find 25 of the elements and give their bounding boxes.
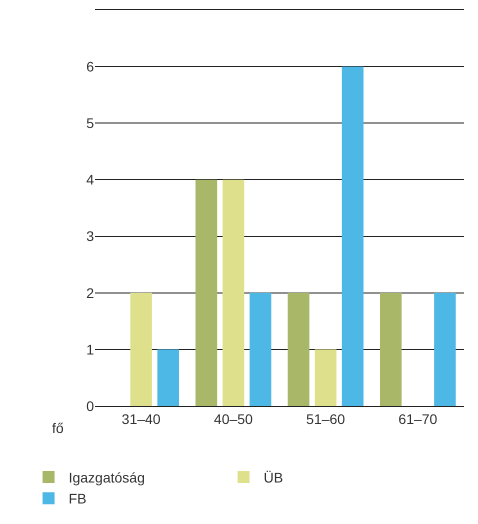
y-tick-label: 4 [86,172,94,188]
y-tick-label: 1 [86,341,94,358]
bar [380,292,402,406]
y-tick-label: 0 [86,398,94,414]
bar [434,292,456,406]
legend-label: FB [68,490,86,507]
legend-label: ÜB [264,470,284,486]
legend-label: Igazgatóság [68,470,145,486]
bar [250,292,272,406]
x-tick-label: 61–70 [398,410,438,427]
bar [195,180,218,406]
bar [157,349,180,406]
bar [342,66,364,406]
bar [130,292,152,406]
bar [314,349,336,406]
bar [222,180,244,406]
x-tick-label: 31–40 [122,410,161,427]
x-tick-label: 40–50 [214,410,254,427]
y-axis-title: fő [52,420,64,436]
y-tick-label: 3 [86,228,94,244]
y-tick-label: 2 [86,284,94,301]
x-tick-label: 51–60 [306,410,346,427]
y-tick-label: 6 [86,58,94,74]
bar [288,292,310,406]
y-tick-label: 5 [86,115,94,132]
